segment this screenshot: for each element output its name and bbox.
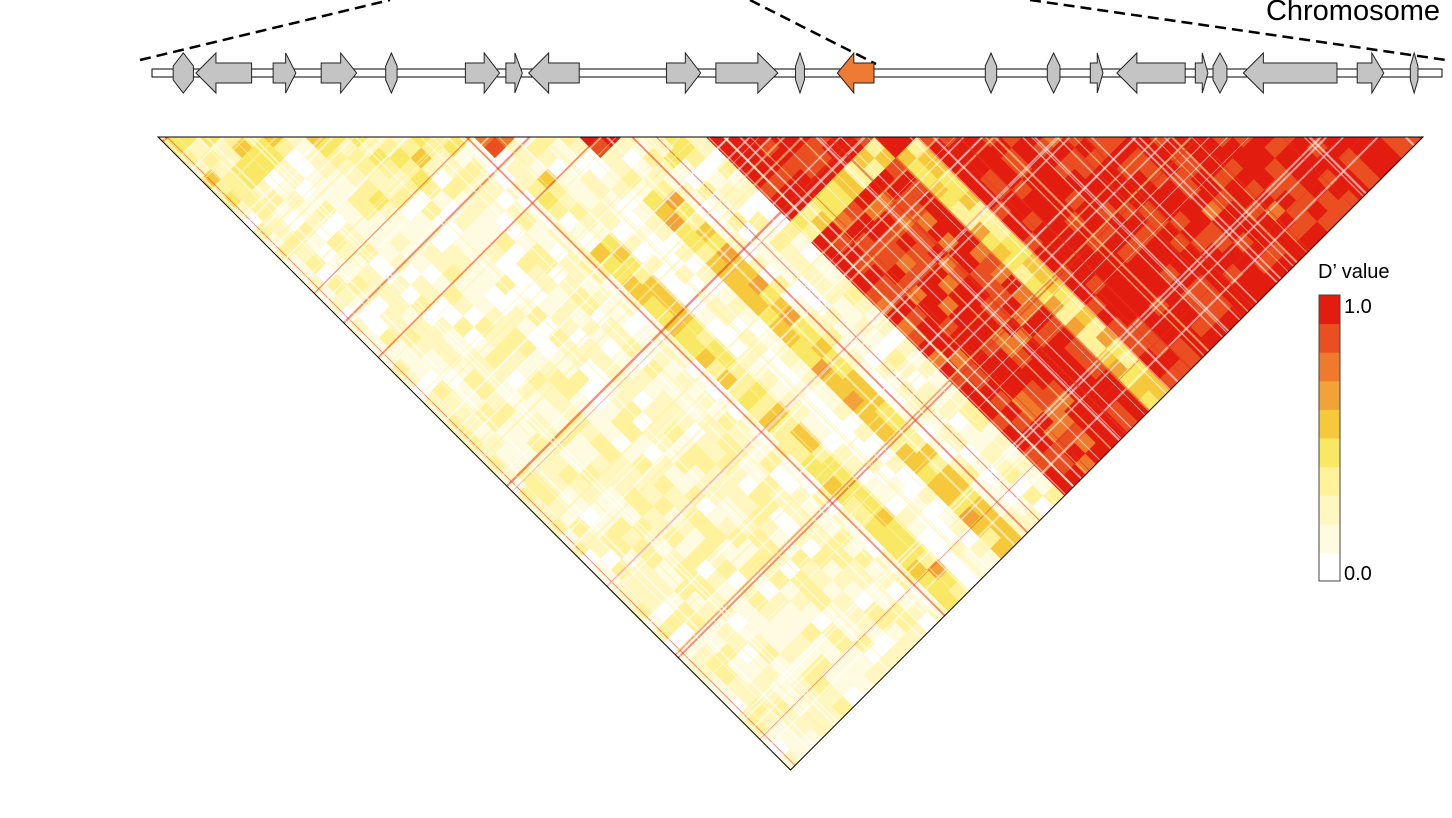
ld-snp-stripe (1422, 137, 1423, 770)
ld-snp-stripe (360, 137, 995, 770)
ld-snp-stripe (1191, 137, 1423, 770)
ld-snp-stripe (1138, 137, 1423, 770)
ld-snp-stripe (693, 137, 1328, 770)
colorbar-swatch (1319, 495, 1340, 525)
gene-arrow (1356, 51, 1385, 95)
colorbar-legend: D’ value 1.0 0.0 (1318, 261, 1390, 585)
ld-cell (895, 137, 918, 148)
gene-arrow (464, 51, 501, 95)
gene-marker (1046, 51, 1061, 95)
gene-arrow (1242, 51, 1338, 95)
ld-snp-stripe (1153, 137, 1423, 770)
ld-snp-stripe (158, 137, 244, 770)
gene-arrow (195, 51, 253, 95)
ld-cell (684, 137, 707, 148)
colorbar-swatch (1319, 352, 1340, 382)
ld-snp-stripe (158, 137, 471, 770)
gene-arrow (1194, 52, 1209, 94)
ld-cell (937, 137, 960, 148)
gene-arrow (320, 51, 358, 95)
colorbar-min-label: 0.0 (1344, 563, 1372, 585)
gene-marker (385, 51, 398, 95)
ld-cell (621, 137, 644, 148)
gene-marker (984, 51, 998, 95)
ld-snp-stripe (744, 137, 1379, 770)
ld-snp-stripe (158, 137, 385, 770)
ld-snp-stripe (158, 137, 448, 770)
zoom-guide-line (139, 0, 391, 62)
ld-cell (832, 137, 855, 148)
colorbar-swatch (1319, 380, 1340, 410)
colorbar-swatch (1319, 466, 1340, 496)
ld-snp-stripe (710, 137, 1345, 770)
ld-snp-stripe (1183, 137, 1423, 770)
ld-snp-stripe (594, 137, 1229, 770)
ld-cell (705, 137, 728, 148)
ld-cell (747, 137, 770, 148)
colorbar-swatch (1319, 438, 1340, 468)
gene-track (151, 51, 1443, 95)
ld-triangle-heatmap (156, 136, 1425, 771)
ld-snp-stripe (1170, 137, 1423, 770)
colorbar-swatch (1319, 323, 1340, 353)
gene-arrow (527, 51, 580, 95)
ld-snp-stripe (1418, 137, 1423, 770)
chromosome-label: Chromosome (1266, 0, 1440, 27)
ld-snp-stripe (205, 137, 840, 770)
heatmap-outline (156, 136, 1425, 771)
gene-arrow (666, 51, 702, 95)
zoom-guide-line (749, 0, 877, 66)
colorbar-swatch (1319, 295, 1340, 325)
ld-snp-stripe (687, 137, 1322, 770)
ld-snp-stripe (246, 137, 881, 770)
colorbar-frame (1318, 294, 1341, 582)
colorbar-swatch (1319, 409, 1340, 439)
zoom-guide-line (1029, 0, 1447, 62)
ld-snp-stripe (158, 137, 225, 770)
ld-snp-stripe (1163, 137, 1423, 770)
colorbar-swatch (1319, 523, 1340, 553)
ld-snp-stripe (354, 137, 989, 770)
colorbar-swatch (1319, 552, 1340, 582)
ld-snp-stripe (158, 137, 379, 770)
ld-cell (811, 137, 834, 148)
gene-marker (172, 52, 194, 94)
gene-arrow (272, 52, 297, 94)
ld-snp-stripe (158, 137, 169, 770)
ld-snp-stripe (1404, 137, 1423, 770)
ld-snp-stripe (1195, 137, 1423, 770)
ld-snp-stripe (176, 137, 810, 770)
ld-cell (579, 137, 602, 148)
ld-snp-stripe (616, 137, 1250, 770)
colorbar-max-label: 1.0 (1344, 296, 1372, 318)
gene-arrow (715, 51, 779, 95)
ld-snp-stripe (158, 137, 200, 770)
gene-marker (1212, 51, 1228, 95)
ld-snp-stripe (158, 137, 445, 770)
gene-marker (795, 51, 805, 95)
ld-cell (558, 137, 581, 148)
ld-snp-stripe (252, 137, 887, 770)
gene-arrow (1116, 51, 1186, 95)
ld-snp-stripe (158, 137, 278, 770)
gene-arrow (505, 52, 523, 94)
ld-snp-stripe (728, 137, 1362, 770)
gene-arrow (1089, 52, 1104, 94)
ld-cell (1000, 137, 1023, 148)
ld-snp-stripe (158, 137, 247, 770)
ld-snp-stripe (161, 137, 795, 770)
ld-cell (642, 137, 665, 148)
gene-marker (1409, 51, 1419, 95)
colorbar-title: D’ value (1318, 261, 1390, 283)
ld-snp-stripe (158, 137, 409, 770)
highlighted-gene-arrow (836, 51, 875, 95)
zoom-guide-lines (139, 0, 1447, 66)
